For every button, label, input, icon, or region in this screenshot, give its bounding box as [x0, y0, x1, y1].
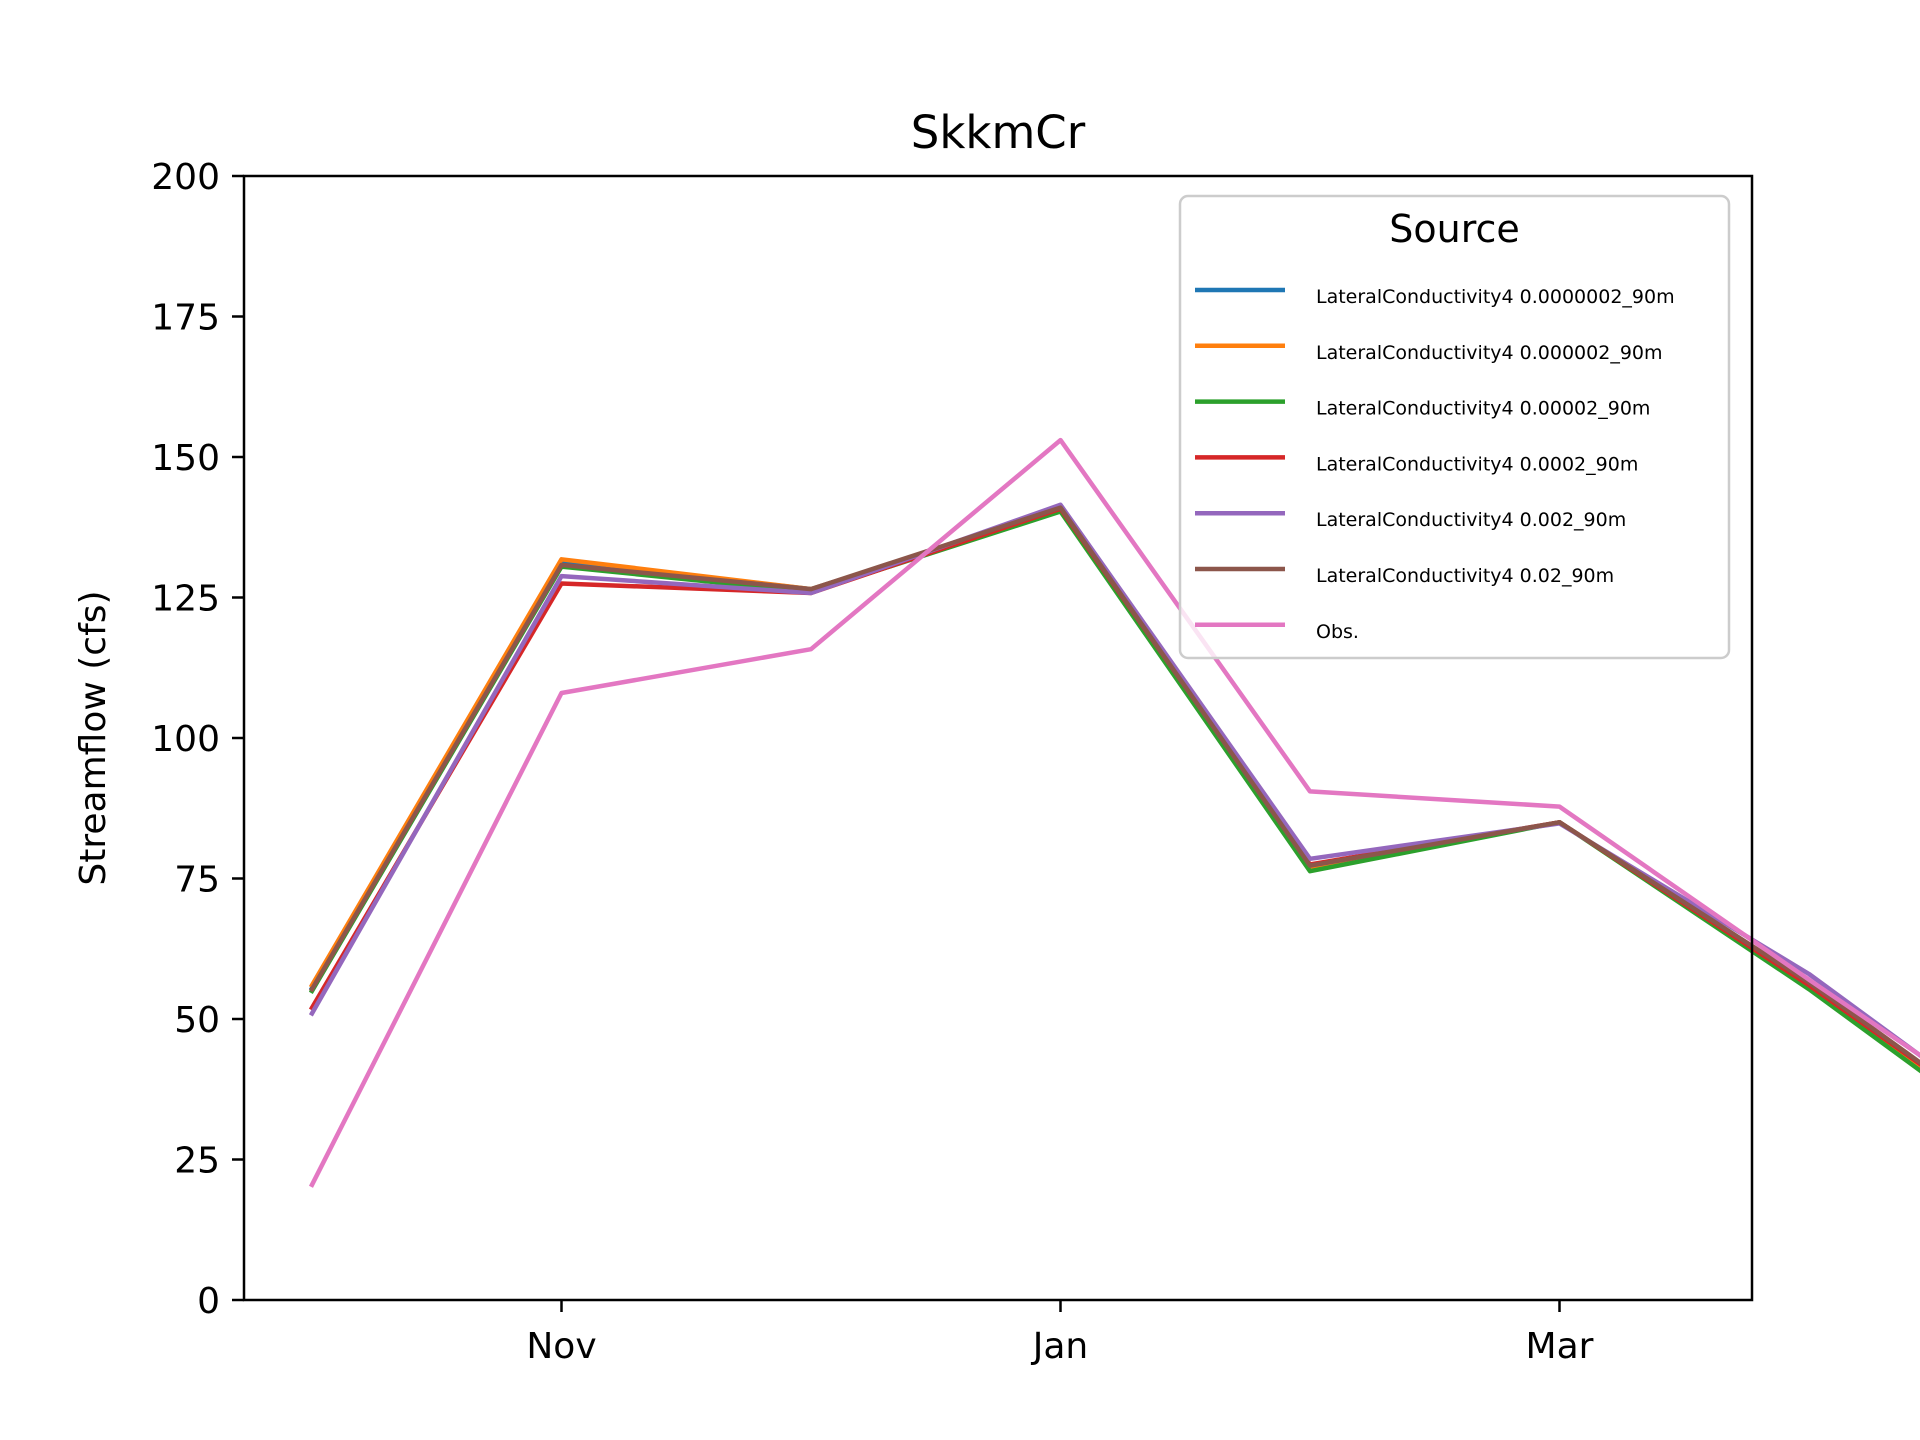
legend: Source LateralConductivity4 0.0000002_90… — [1178, 194, 1731, 660]
x-tick-label: Jan — [1031, 1326, 1089, 1367]
series-lines — [308, 437, 1920, 1188]
y-tick-label: 0 — [197, 1281, 220, 1322]
legend-box — [1178, 194, 1731, 660]
x-tick-label: Mar — [1526, 1326, 1594, 1367]
series-line-lateralconductivity4-0-002-90m — [308, 502, 1920, 1059]
chart-title: SkkmCr — [911, 106, 1086, 159]
legend-label: LateralConductivity4 0.02_90m — [1316, 565, 1614, 587]
y-tick-label: 125 — [151, 579, 220, 620]
legend-label: LateralConductivity4 0.0000002_90m — [1316, 286, 1675, 308]
y-axis-label: Streamflow (cfs) — [73, 590, 114, 885]
y-tick-label: 25 — [174, 1141, 220, 1182]
y-tick-label: 200 — [151, 157, 220, 198]
y-tick-label: 100 — [151, 719, 220, 760]
axes: 0255075100125150175200NovJanMarMayJulSep — [151, 157, 1754, 1367]
series-line-obs — [308, 437, 1920, 1188]
legend-title: Source — [1389, 207, 1520, 251]
legend-label: Obs. — [1316, 621, 1359, 643]
y-tick-label: 75 — [174, 860, 220, 901]
y-tick-label: 150 — [151, 438, 220, 479]
legend-label: LateralConductivity4 0.002_90m — [1316, 509, 1626, 531]
y-tick-label: 50 — [174, 1000, 220, 1041]
x-tick-label: Nov — [526, 1326, 596, 1367]
legend-label: LateralConductivity4 0.000002_90m — [1316, 342, 1663, 364]
series-line-lateralconductivity4-0-02-90m — [308, 505, 1920, 1066]
legend-label: LateralConductivity4 0.00002_90m — [1316, 398, 1650, 420]
legend-label: LateralConductivity4 0.0002_90m — [1316, 453, 1638, 475]
y-tick-label: 175 — [151, 298, 220, 339]
